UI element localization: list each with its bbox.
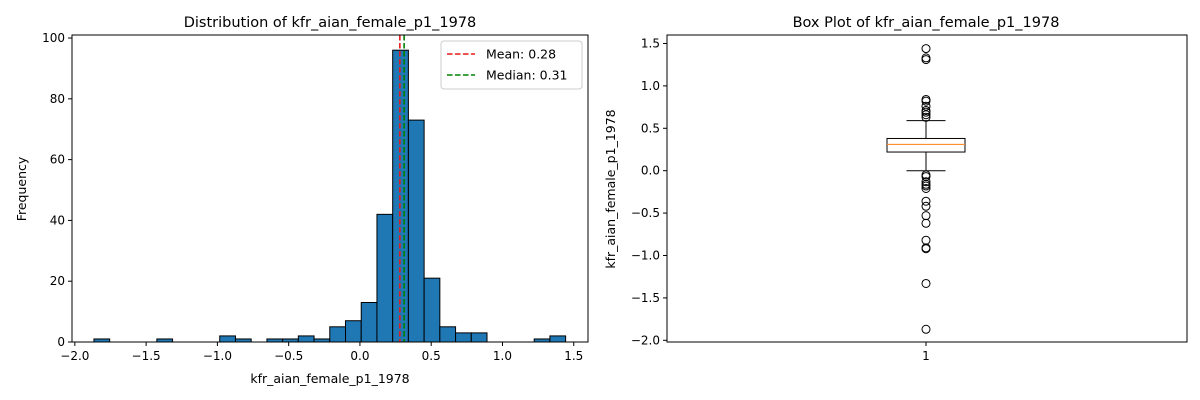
histogram-x-ticks: −2.0 −1.5 −1.0 −0.5 0.0 0.5 1.0 1.5 bbox=[60, 342, 583, 363]
outlier-point bbox=[921, 112, 931, 122]
outlier-point bbox=[921, 184, 931, 193]
histogram-bar bbox=[439, 326, 457, 343]
y-tick-label: 1.0 bbox=[641, 79, 660, 93]
outlier-point bbox=[921, 324, 931, 334]
y-tick-label: 100 bbox=[42, 31, 65, 45]
legend-median-label: Median: 0.31 bbox=[486, 68, 567, 83]
legend-box bbox=[440, 40, 583, 90]
outlier-point bbox=[921, 211, 931, 221]
outlier-point bbox=[921, 278, 931, 288]
histogram-panel: Distribution of kfr_aian_female_p1_1978 … bbox=[14, 15, 589, 386]
histogram-bar bbox=[219, 335, 236, 343]
histogram-title: Distribution of kfr_aian_female_p1_1978 bbox=[184, 15, 477, 31]
histogram-bar bbox=[345, 320, 362, 343]
histogram-bar bbox=[470, 332, 488, 343]
y-tick-label: 20 bbox=[50, 274, 65, 288]
boxplot-title: Box Plot of kfr_aian_female_p1_1978 bbox=[793, 15, 1060, 31]
histogram-bar bbox=[423, 277, 441, 343]
boxplot-outliers bbox=[921, 44, 931, 334]
x-tick-label: −0.5 bbox=[274, 349, 303, 363]
y-tick-label: −1.0 bbox=[631, 248, 660, 262]
y-tick-label: 0.5 bbox=[641, 121, 660, 135]
histogram-legend: Mean: 0.28 Median: 0.31 bbox=[440, 40, 583, 90]
y-tick-label: −1.5 bbox=[631, 291, 660, 305]
x-tick-label: −1.0 bbox=[203, 349, 232, 363]
histogram-bar bbox=[360, 301, 378, 343]
y-tick-label: 0 bbox=[57, 335, 65, 349]
outlier-point bbox=[921, 244, 931, 254]
x-tick-label: 1.5 bbox=[564, 349, 583, 363]
histogram-reference-lines bbox=[399, 35, 405, 342]
histogram-bar bbox=[376, 213, 394, 343]
y-tick-label: −2.0 bbox=[631, 333, 660, 347]
boxplot-body bbox=[886, 120, 966, 172]
x-tick-label: 0.0 bbox=[350, 349, 369, 363]
y-tick-label: 60 bbox=[50, 153, 65, 167]
x-tick-label: 1.0 bbox=[493, 349, 512, 363]
outlier-point bbox=[921, 96, 931, 106]
outlier-point bbox=[921, 44, 931, 54]
outlier-point bbox=[921, 201, 931, 211]
y-tick-label: 0.0 bbox=[641, 164, 660, 178]
outlier-point bbox=[921, 55, 931, 65]
y-tick-label: 40 bbox=[50, 213, 65, 227]
histogram-bar bbox=[407, 119, 425, 343]
histogram-x-label: kfr_aian_female_p1_1978 bbox=[250, 371, 409, 386]
outlier-point bbox=[921, 196, 931, 206]
x-tick-label: −1.5 bbox=[132, 349, 161, 363]
boxplot-y-ticks: 1.5 1.0 0.5 0.0 −0.5 −1.0 −1.5 −2.0 bbox=[631, 36, 667, 347]
legend-mean-label: Mean: 0.28 bbox=[486, 47, 556, 62]
outlier-point bbox=[921, 177, 931, 187]
outlier-point bbox=[921, 218, 931, 228]
histogram-y-ticks: 0 20 40 60 80 100 bbox=[42, 31, 72, 349]
outlier-point bbox=[921, 107, 931, 117]
y-tick-label: 1.5 bbox=[641, 36, 660, 50]
histogram-bar bbox=[455, 332, 472, 343]
histogram-bar bbox=[329, 326, 347, 343]
outlier-point bbox=[921, 110, 931, 120]
outlier-point bbox=[921, 235, 931, 245]
histogram-bar bbox=[549, 335, 567, 343]
boxplot-panel: Box Plot of kfr_aian_female_p1_1978 1.51… bbox=[603, 15, 1188, 363]
boxplot-y-label: kfr_aian_female_p1_1978 bbox=[603, 109, 618, 268]
outlier-point bbox=[921, 181, 931, 191]
interquartile-box bbox=[886, 137, 966, 153]
boxplot-axes-frame bbox=[666, 34, 1188, 343]
histogram-y-label: Frequency bbox=[14, 156, 29, 221]
y-tick-label: 80 bbox=[50, 92, 65, 106]
histogram-bar bbox=[297, 335, 315, 343]
x-tick-label: −2.0 bbox=[60, 349, 89, 363]
y-tick-label: −0.5 bbox=[631, 206, 660, 220]
histogram-axes-frame bbox=[71, 34, 589, 343]
x-tick-label: 0.5 bbox=[422, 349, 441, 363]
histogram-bars bbox=[93, 49, 567, 343]
boxplot-x-tick-label: 1 bbox=[922, 349, 930, 363]
